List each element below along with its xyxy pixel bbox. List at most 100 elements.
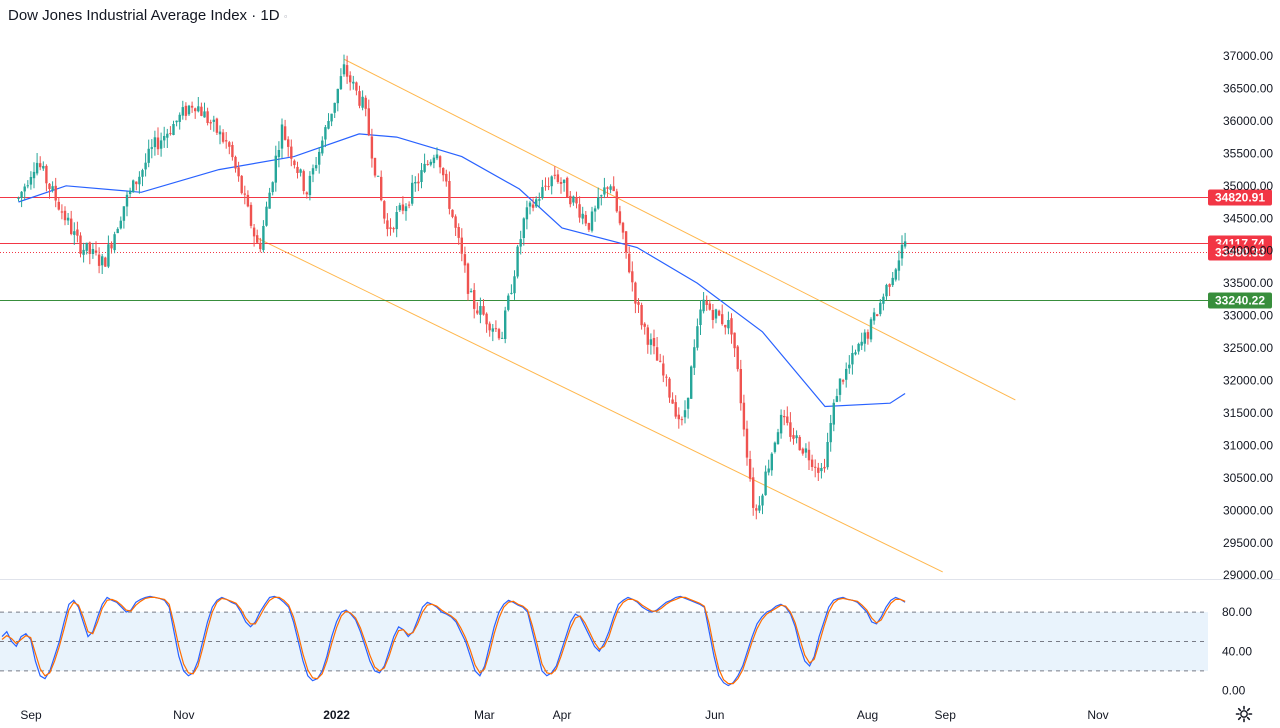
price-level-tag[interactable] [1208, 244, 1272, 261]
candle-body [345, 65, 349, 77]
candle-body [581, 213, 584, 219]
candle-body [228, 142, 231, 147]
candle-body [854, 352, 857, 355]
candle-body [562, 179, 566, 183]
candle-body [135, 181, 138, 185]
candle-body [804, 448, 808, 453]
candle-body [851, 353, 854, 365]
candle-body [159, 140, 163, 149]
candle-body [773, 442, 777, 452]
candle-body [237, 167, 240, 177]
candle-body [104, 257, 107, 267]
time-axis-tick-label: Nov [173, 708, 194, 722]
candle-body [550, 176, 553, 187]
candle-body [336, 88, 339, 104]
candle-body [628, 253, 631, 273]
candle-body [810, 459, 814, 467]
candle-body [262, 226, 265, 251]
candle-body [221, 132, 225, 142]
candle-body [826, 442, 829, 468]
candle-body [572, 196, 575, 203]
time-axis-tick-label: Mar [474, 708, 495, 722]
candle-body [91, 249, 95, 254]
candle-body [305, 192, 308, 195]
candle-body [519, 239, 522, 247]
price-axis-tick-label: 34500.00 [1223, 211, 1273, 225]
candle-body [531, 204, 535, 208]
candle-body [538, 199, 541, 201]
candle-body [380, 176, 383, 201]
candle-body [879, 302, 882, 315]
candle-body [479, 306, 482, 315]
candle-body [349, 75, 352, 83]
candle-body [730, 318, 733, 335]
candle-body [308, 175, 312, 196]
candle-body [119, 220, 122, 229]
candle-body [662, 363, 665, 376]
candle-body [265, 206, 268, 226]
interval-label[interactable]: 1D [260, 7, 280, 24]
candle-body [711, 310, 715, 320]
candle-body [194, 108, 197, 112]
candle-body [32, 171, 36, 179]
candle-body [364, 97, 367, 109]
candle-body [677, 414, 680, 420]
candle-body [612, 186, 615, 192]
price-level-tag[interactable] [1208, 189, 1272, 206]
candle-body [252, 227, 256, 237]
candle-body [259, 242, 262, 250]
oscillator-axis-tick-label: 0.00 [1222, 684, 1246, 698]
candle-body [820, 468, 823, 472]
time-axis-tick-label: Nov [1087, 708, 1108, 722]
candle-body [457, 227, 460, 238]
candle-body [900, 244, 904, 259]
candle-body [876, 314, 879, 316]
candle-body [522, 218, 525, 238]
candle-body [597, 197, 600, 209]
candle-body [507, 295, 510, 310]
candle-body [705, 301, 708, 305]
candle-body [593, 208, 597, 212]
candle-body [631, 271, 634, 283]
candle-body [621, 222, 625, 233]
price-level-label: 33240.22 [1215, 294, 1265, 308]
candle-body [708, 303, 711, 310]
candle-body [488, 323, 491, 331]
candle-body [128, 190, 132, 194]
candle-body [686, 397, 690, 409]
candle-body [367, 108, 370, 136]
candle-body [776, 432, 780, 445]
candle-body [640, 305, 643, 326]
candle-body [268, 192, 271, 209]
price-axis-tick-label: 37000.00 [1223, 49, 1273, 63]
oscillator-axis-tick-label: 40.00 [1222, 644, 1252, 658]
candle-body [333, 102, 336, 113]
candle-body [225, 140, 228, 142]
candle-body [39, 163, 42, 168]
candle-body [401, 204, 405, 211]
candle-body [680, 419, 684, 421]
candle-body [541, 187, 544, 199]
candle-body [426, 164, 429, 165]
title-menu-icon[interactable]: ◦ [283, 11, 288, 23]
candle-body [649, 339, 653, 345]
price-axis-tick-label: 32500.00 [1223, 341, 1273, 355]
candle-body [48, 183, 51, 189]
candle-body [903, 241, 907, 247]
candle-body [330, 113, 333, 122]
candle-body [872, 312, 876, 321]
candle-body [271, 182, 274, 193]
settings-gear-icon[interactable] [1235, 705, 1253, 723]
candle-body [101, 256, 104, 266]
candle-body [66, 217, 70, 221]
candle-body [634, 282, 637, 304]
candle-body [559, 182, 563, 184]
candle-body [51, 186, 54, 191]
candle-body [801, 448, 804, 454]
price-level-tag[interactable] [1208, 292, 1272, 309]
candle-body [42, 166, 45, 169]
candle-body [451, 209, 454, 217]
candle-body [863, 332, 866, 344]
candle-body [54, 185, 57, 201]
